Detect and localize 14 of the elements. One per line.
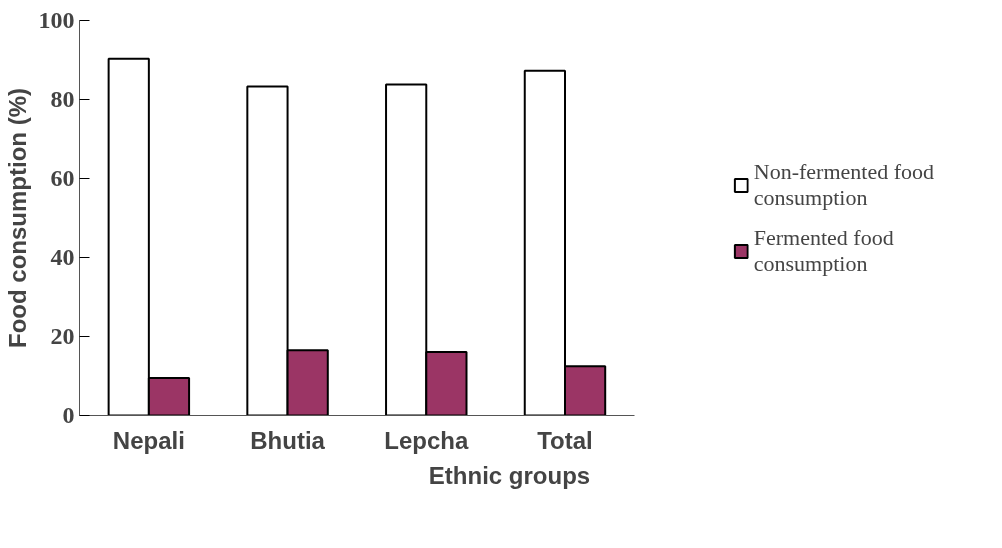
y-axis-title: Food consumption (%) bbox=[3, 88, 31, 348]
x-axis-title: Ethnic groups bbox=[428, 461, 591, 489]
x-tick-label: Nepali bbox=[112, 426, 185, 454]
x-tick-label: Total bbox=[537, 426, 593, 454]
legend-label: Non-fermented food consumption bbox=[753, 158, 934, 211]
y-tick-label: 60 bbox=[50, 165, 75, 191]
y-tick-label: 100 bbox=[38, 7, 75, 33]
x-tick-label: Bhutia bbox=[250, 426, 326, 454]
y-tick-label: 80 bbox=[50, 86, 75, 112]
y-tick-label: 40 bbox=[50, 244, 75, 270]
x-tick-label: Lepcha bbox=[384, 426, 469, 454]
y-tick-label: 0 bbox=[62, 402, 75, 428]
legend-label: Fermented food consumption bbox=[753, 224, 894, 277]
y-tick-label: 20 bbox=[50, 323, 75, 349]
